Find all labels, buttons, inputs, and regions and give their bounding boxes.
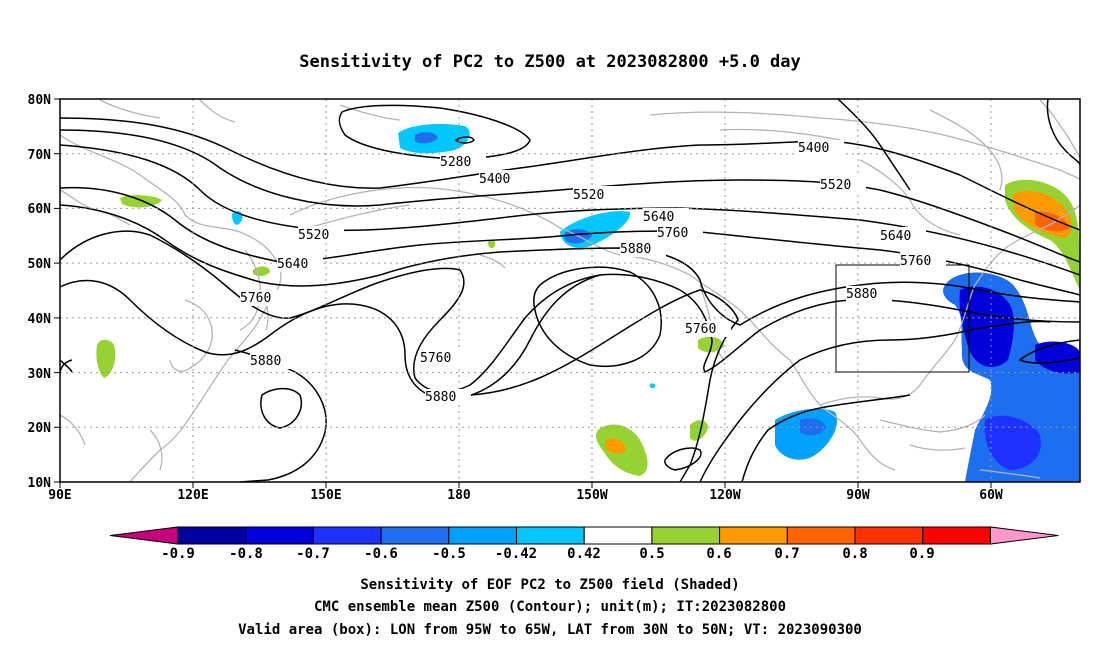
caption-line-3: Valid area (box): LON from 95W to 65W, L… <box>238 622 862 638</box>
negative-sensitivity-bering-core <box>415 132 438 144</box>
lon-label-120w: 120W <box>709 488 740 503</box>
colorbar-box <box>177 526 247 545</box>
lon-label-90e: 90E <box>48 488 71 503</box>
map-panel: 5280 5400 5400 5520 5520 5520 5640 5640 … <box>28 93 1081 503</box>
contour-label-5760-central: 5760 <box>657 226 688 241</box>
colorbar-box <box>245 526 314 545</box>
colorbar-box <box>448 526 517 545</box>
colorbar-labels: -0.9 -0.8 -0.7 -0.6 -0.5 -0.42 0.42 0.5 … <box>161 546 935 562</box>
colorbar-label-minus-0.5: -0.5 <box>432 546 466 562</box>
colorbar-label-0.42: 0.42 <box>567 546 601 562</box>
colorbar-box <box>380 526 450 545</box>
map-background <box>60 99 1080 482</box>
map-frame <box>59 98 1081 483</box>
colorbar-label-minus-0.9: -0.9 <box>161 546 195 562</box>
contour-label-5640-central: 5640 <box>643 210 674 225</box>
negative-core-atlantic <box>1035 341 1080 374</box>
colorbar-label-0.5: 0.5 <box>639 546 664 562</box>
colorbar-box <box>312 526 382 545</box>
colorbar-box <box>583 526 653 545</box>
contour-label-5880-central: 5880 <box>620 242 651 257</box>
colorbar-label-minus-0.42: -0.42 <box>495 546 537 562</box>
colorbar-label-0.9: 0.9 <box>909 546 934 562</box>
contour-label-5760-east: 5760 <box>900 254 931 269</box>
lat-label-30n: 30N <box>28 367 52 382</box>
contour-label-5520-east: 5520 <box>820 178 851 193</box>
contour-label-5520-central: 5520 <box>573 188 604 203</box>
colorbar-label-minus-0.7: -0.7 <box>296 546 330 562</box>
colorbar-box <box>719 526 788 545</box>
lon-label-150w: 150W <box>576 488 607 503</box>
lat-label-80n: 80N <box>28 93 52 108</box>
lon-label-120e: 120E <box>177 488 208 503</box>
contour-label-5280: 5280 <box>440 155 471 170</box>
positive-sensitivity-china <box>96 339 116 378</box>
colorbar-box <box>651 526 721 545</box>
colorbar-label-0.8: 0.8 <box>842 546 867 562</box>
lat-label-60n: 60N <box>28 202 52 217</box>
captions: Sensitivity of EOF PC2 to Z500 field (Sh… <box>238 577 862 638</box>
colorbar-boxes <box>109 526 1059 545</box>
positive-sensitivity-core <box>1035 211 1070 232</box>
contour-label-5880-pacific: 5880 <box>425 390 456 405</box>
tick-marks <box>54 98 992 488</box>
caption-line-2: CMC ensemble mean Z500 (Contour); unit(m… <box>314 599 786 615</box>
colorbar-box <box>922 526 991 545</box>
positive-sensitivity-east-pacific <box>690 420 708 441</box>
longitude-labels: 90E 120E 150E 180 150W 120W 90W 60W <box>48 488 1003 503</box>
figure-title: Sensitivity of PC2 to Z500 at 2023082800… <box>299 52 801 72</box>
lon-label-180: 180 <box>447 488 471 503</box>
lon-label-60w: 60W <box>979 488 1003 503</box>
colorbar-label-minus-0.6: -0.6 <box>364 546 398 562</box>
negative-sensitivity-south <box>984 415 1041 470</box>
lat-label-10n: 10N <box>28 476 52 491</box>
contour-label-5760-west: 5760 <box>240 291 271 306</box>
lon-label-90w: 90W <box>846 488 870 503</box>
sensitivity-shading <box>96 124 1080 482</box>
colorbar: -0.9 -0.8 -0.7 -0.6 -0.5 -0.42 0.42 0.5 … <box>109 526 1059 562</box>
contour-label-5880-east: 5880 <box>846 287 877 302</box>
colorbar-box <box>786 526 856 545</box>
latitude-labels: 80N 70N 60N 50N 40N 30N 20N 10N <box>28 93 52 491</box>
positive-sensitivity-dateline <box>488 239 496 249</box>
contour-label-5760-pacific: 5760 <box>420 351 451 366</box>
colorbar-label-minus-0.8: -0.8 <box>229 546 263 562</box>
colorbar-box <box>516 526 585 545</box>
lat-label-40n: 40N <box>28 312 52 327</box>
contour-labels: 5280 5400 5400 5520 5520 5520 5640 5640 … <box>240 140 946 405</box>
colorbar-label-0.6: 0.6 <box>706 546 731 562</box>
contour-label-5640-east: 5640 <box>880 229 911 244</box>
lon-label-150e: 150E <box>310 488 341 503</box>
contour-label-5880-west: 5880 <box>250 354 281 369</box>
lat-label-70n: 70N <box>28 148 52 163</box>
colorbar-label-0.7: 0.7 <box>774 546 799 562</box>
colorbar-right-arrow <box>989 526 1059 545</box>
lat-label-50n: 50N <box>28 257 52 272</box>
negative-sensitivity-gulf-core <box>800 418 826 436</box>
contour-label-5520-west: 5520 <box>298 228 329 243</box>
gridlines <box>60 99 1080 482</box>
contour-label-5760-baja: 5760 <box>685 322 716 337</box>
positive-sensitivity-hawaii-core <box>605 438 626 454</box>
caption-line-1: Sensitivity of EOF PC2 to Z500 field (Sh… <box>360 577 739 593</box>
contour-label-5400-west: 5400 <box>479 172 510 187</box>
colorbar-left-arrow <box>109 526 179 545</box>
negative-sensitivity-tropics <box>649 383 656 389</box>
colorbar-box <box>854 526 924 545</box>
contour-label-5640-west: 5640 <box>277 257 308 272</box>
lat-label-20n: 20N <box>28 421 52 436</box>
contour-label-5400-east: 5400 <box>798 141 829 156</box>
